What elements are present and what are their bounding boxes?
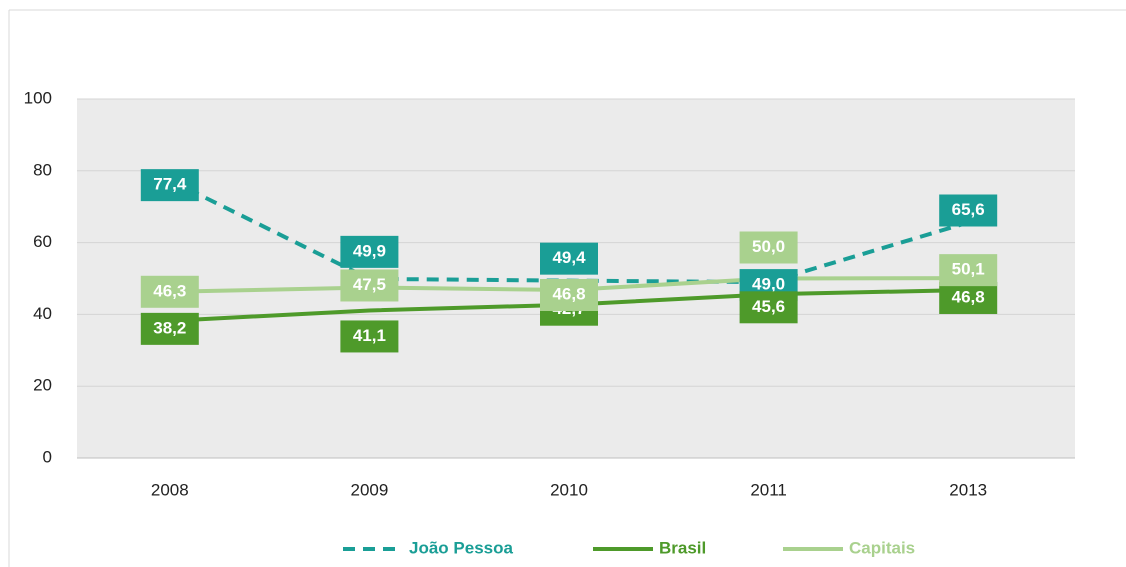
label-box xyxy=(939,194,998,227)
data-label: 65,6 xyxy=(952,200,985,219)
data-label: 47,5 xyxy=(353,275,386,294)
y-tick-label: 100 xyxy=(24,88,52,107)
label-box xyxy=(340,320,399,353)
data-label: 41,1 xyxy=(353,326,386,345)
data-label: 46,8 xyxy=(952,287,985,306)
y-tick-label: 40 xyxy=(33,304,52,323)
y-tick-label: 20 xyxy=(33,376,52,395)
data-label: 49,9 xyxy=(353,241,386,260)
label-box xyxy=(540,278,598,311)
data-label: 46,8 xyxy=(552,284,585,303)
label-box xyxy=(140,312,199,345)
x-tick-label: 2013 xyxy=(949,480,987,499)
data-label: 46,3 xyxy=(153,281,186,300)
label-box xyxy=(939,281,998,314)
legend-label: Brasil xyxy=(659,538,706,557)
data-label: 49,0 xyxy=(752,275,785,294)
data-label: 50,1 xyxy=(952,260,985,279)
legend-label: João Pessoa xyxy=(409,538,513,557)
y-tick-label: 0 xyxy=(43,447,52,466)
label-box xyxy=(140,275,199,308)
data-label: 45,6 xyxy=(752,297,785,316)
x-tick-label: 2011 xyxy=(750,480,787,499)
x-tick-label: 2009 xyxy=(350,480,388,499)
label-box xyxy=(140,169,199,202)
label-box xyxy=(739,231,798,264)
legend-label: Capitais xyxy=(849,538,915,557)
y-tick-label: 80 xyxy=(33,160,52,179)
label-box xyxy=(540,242,598,275)
data-label: 50,0 xyxy=(752,237,785,256)
label-box xyxy=(340,269,399,302)
data-label: 38,2 xyxy=(153,318,186,337)
x-tick-label: 2008 xyxy=(151,480,189,499)
data-label: 49,4 xyxy=(552,248,586,267)
label-box xyxy=(939,254,998,287)
label-box xyxy=(739,291,798,324)
y-tick-label: 60 xyxy=(33,232,52,251)
data-label: 77,4 xyxy=(153,175,187,194)
label-box xyxy=(340,235,399,268)
x-tick-label: 2010 xyxy=(550,480,588,499)
